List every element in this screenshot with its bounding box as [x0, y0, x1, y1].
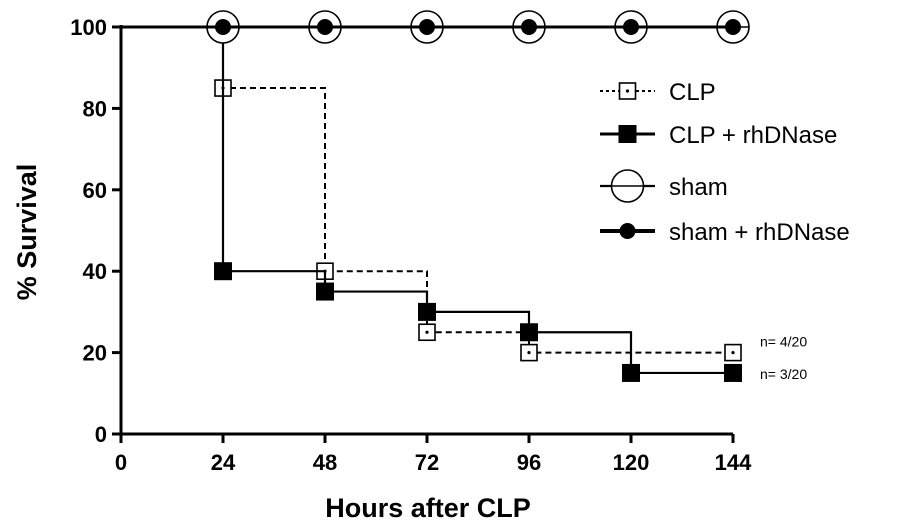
legend-label: sham + rhDNase [669, 219, 850, 246]
marker-clp-rhdnase [316, 282, 334, 301]
marker-legend [610, 169, 645, 203]
x-tick-label: 0 [115, 450, 127, 475]
legend-item-clp: CLP [600, 79, 716, 106]
x-tick-label: 120 [613, 450, 650, 475]
marker-legend [618, 125, 637, 143]
y-tick-label: 40 [83, 259, 107, 284]
marker-clp [418, 323, 436, 342]
x-tick-label: 48 [313, 450, 337, 475]
marker-clp-rhdnase [724, 363, 742, 382]
series-sham-rhdnase [121, 19, 741, 35]
legend-item-sham: sham [600, 169, 728, 203]
x-axis-title: Hours after CLP [325, 493, 531, 523]
marker-sham-rhdnase [725, 19, 741, 35]
y-tick-label: 0 [95, 422, 107, 447]
series-layer [121, 10, 750, 382]
marker-clp [520, 343, 538, 362]
marker-sham-rhdnase [317, 19, 333, 35]
legend-label: CLP + rhDNase [669, 122, 837, 149]
marker-clp [724, 343, 742, 362]
annotation-layer: n= 4/20 n= 3/20 [760, 334, 807, 382]
marker-clp-rhdnase [622, 363, 640, 382]
y-tick-label: 60 [83, 178, 107, 203]
x-tick-label: 72 [415, 450, 439, 475]
legend: CLP CLP + rhDNase sham sham + rhDNase [600, 79, 850, 246]
n-annotation: n= 3/20 [760, 366, 807, 382]
marker-clp-rhdnase [214, 262, 232, 281]
legend-label: sham [669, 174, 728, 201]
y-tick-label: 80 [83, 96, 107, 121]
axes: 0 20 40 60 80 100 0 24 48 72 96 120 144 [70, 15, 752, 475]
n-annotation: n= 4/20 [760, 334, 807, 350]
marker-sham-rhdnase [623, 19, 639, 35]
y-axis-title: % Survival [12, 164, 42, 301]
legend-item-sham-rhdnase: sham + rhDNase [600, 219, 850, 246]
x-tick-label: 144 [715, 450, 752, 475]
marker-clp-rhdnase [418, 302, 436, 321]
marker-sham-rhdnase [521, 19, 537, 35]
legend-item-clp-rhdnase: CLP + rhDNase [600, 122, 837, 149]
marker-sham-rhdnase [419, 19, 435, 35]
marker-legend [619, 223, 636, 239]
x-tick-label: 24 [211, 450, 236, 475]
legend-label: CLP [669, 79, 716, 106]
y-tick-label: 20 [83, 341, 107, 366]
x-tick-label: 96 [517, 450, 541, 475]
marker-legend [618, 82, 637, 100]
series-clp-rhdnase [121, 25, 742, 382]
y-tick-label: 100 [70, 15, 107, 40]
series-line-clp-rhdnase [121, 25, 733, 375]
marker-clp-rhdnase [520, 323, 538, 342]
marker-sham-rhdnase [215, 19, 231, 35]
